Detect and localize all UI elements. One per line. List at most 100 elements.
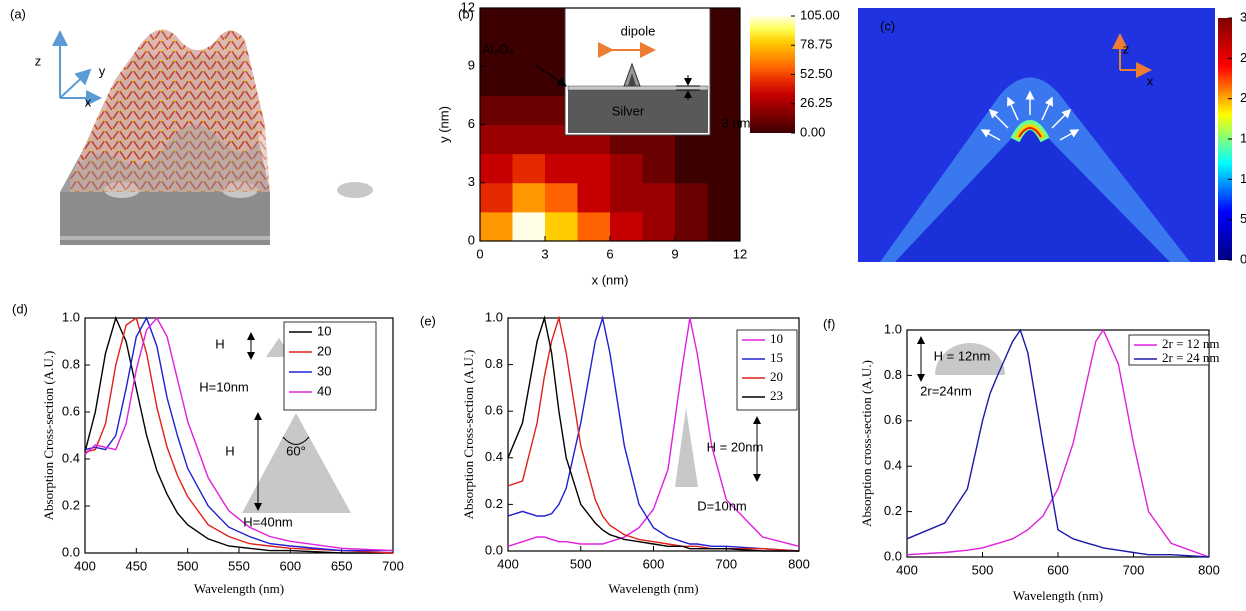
colorbar-label: 30 [1240, 9, 1246, 24]
panel-b-inset [534, 7, 711, 136]
heat-cell [610, 182, 643, 213]
heat-cell [577, 182, 611, 213]
x-tick-label: 400 [497, 556, 519, 571]
heat-cell [707, 8, 741, 38]
plot-frame [906, 329, 1210, 558]
heat-cell [707, 66, 741, 96]
legend-label: 15 [770, 350, 783, 365]
x-axis-label: x (nm) [592, 272, 629, 287]
heat-cell [545, 211, 578, 242]
annotation: 60° [286, 443, 306, 458]
heat-cell [480, 95, 513, 125]
heat-cell [480, 37, 513, 67]
x-axis-label: Wavelength (nm) [194, 581, 284, 596]
colorbar [1218, 18, 1232, 260]
y-tick-label: 0.0 [485, 542, 503, 557]
y-tick-label: 0.2 [62, 497, 80, 512]
x-tick-label: 400 [74, 558, 96, 573]
x-tick-label: 650 [331, 558, 353, 573]
panel-label: (b) [458, 6, 474, 21]
y-tick-label: 0.2 [485, 496, 503, 511]
heat-cell [480, 124, 513, 155]
y-tick-label: 0.6 [485, 403, 503, 418]
heat-cell [707, 37, 741, 67]
x-tick-label: 500 [177, 558, 199, 573]
x-tick-label: 800 [788, 556, 810, 571]
legend-box [1128, 334, 1210, 366]
y-tick-label: 0.4 [62, 450, 80, 465]
heat-cell [512, 95, 546, 125]
heat-cell [512, 37, 546, 67]
colorbar-label: 105.00 [800, 7, 840, 22]
panel-label: (d) [12, 301, 28, 316]
y-tick-label: 1.0 [485, 309, 503, 324]
colorbar-label: 0.00 [800, 124, 825, 139]
heat-cell [512, 124, 546, 155]
annotation: z [1123, 41, 1130, 56]
annotation: 3 nm [722, 115, 751, 130]
annotation: H = 20nm [707, 439, 764, 454]
heat-cell [707, 153, 741, 184]
y-tick-label: 0.0 [62, 544, 80, 559]
x-tick-label: 700 [382, 558, 404, 573]
heat-cell [480, 153, 513, 184]
colorbar-label: 0 [1240, 251, 1246, 266]
heat-cell [707, 211, 741, 242]
heat-cell [480, 182, 513, 213]
heat-cell [675, 182, 708, 213]
y-tick-label: 0 [468, 232, 475, 247]
panel-f-inset [917, 336, 1005, 382]
y-tick-label: 0.6 [62, 403, 80, 418]
heat-cell [707, 182, 741, 213]
x-tick-label: 500 [972, 562, 994, 577]
x-tick-label: 0 [476, 246, 483, 261]
legend-label: 10 [317, 323, 331, 338]
annotation: x [1147, 73, 1154, 88]
y-tick-label: 12 [461, 0, 475, 14]
legend-box [736, 329, 798, 411]
annotation: 2r=24nm [920, 383, 972, 398]
heat-cell [512, 66, 546, 96]
y-tick-label: 9 [468, 58, 475, 73]
x-tick-label: 550 [228, 558, 250, 573]
annotation: H [215, 336, 224, 351]
colorbar-label: 5 [1240, 211, 1246, 226]
annotation: y [99, 63, 106, 78]
colorbar-label: 78.75 [800, 37, 833, 52]
heat-cell [512, 182, 546, 213]
heat-cell [577, 211, 611, 242]
colorbar-label: 20 [1240, 90, 1246, 105]
colorbar-label: 52.50 [800, 66, 833, 81]
legend-label: 20 [317, 343, 331, 358]
x-tick-label: 450 [125, 558, 147, 573]
heat-cell [512, 153, 546, 184]
colorbar [750, 16, 795, 133]
heat-cell [512, 8, 546, 38]
x-tick-label: 12 [733, 246, 747, 261]
heat-cell [642, 153, 676, 184]
panel-d-inset [242, 332, 351, 513]
heat-cell [545, 153, 578, 184]
series-line [84, 316, 393, 552]
y-tick-label: 0.0 [884, 548, 902, 563]
legend-label: 40 [317, 383, 331, 398]
heat-cell [610, 153, 643, 184]
y-axis-label: Absorption cross-section (A.U.) [859, 360, 874, 527]
x-tick-label: 600 [279, 558, 301, 573]
plot-frame [479, 7, 741, 242]
heat-cell [545, 182, 578, 213]
panel-e-inset [675, 408, 761, 487]
panel-label: (a) [10, 6, 26, 21]
y-tick-label: 1.0 [62, 309, 80, 324]
colorbar-label: 25 [1240, 50, 1246, 65]
heat-cell [512, 211, 546, 242]
annotation: x [85, 94, 92, 109]
heat-cell [480, 211, 513, 242]
legend-label: 10 [770, 331, 783, 346]
x-tick-label: 6 [606, 246, 613, 261]
x-tick-label: 600 [643, 556, 665, 571]
heat-cell [642, 211, 676, 242]
annotation: D=10nm [697, 498, 747, 513]
legend-label: 2r = 24 nm [1162, 350, 1220, 365]
